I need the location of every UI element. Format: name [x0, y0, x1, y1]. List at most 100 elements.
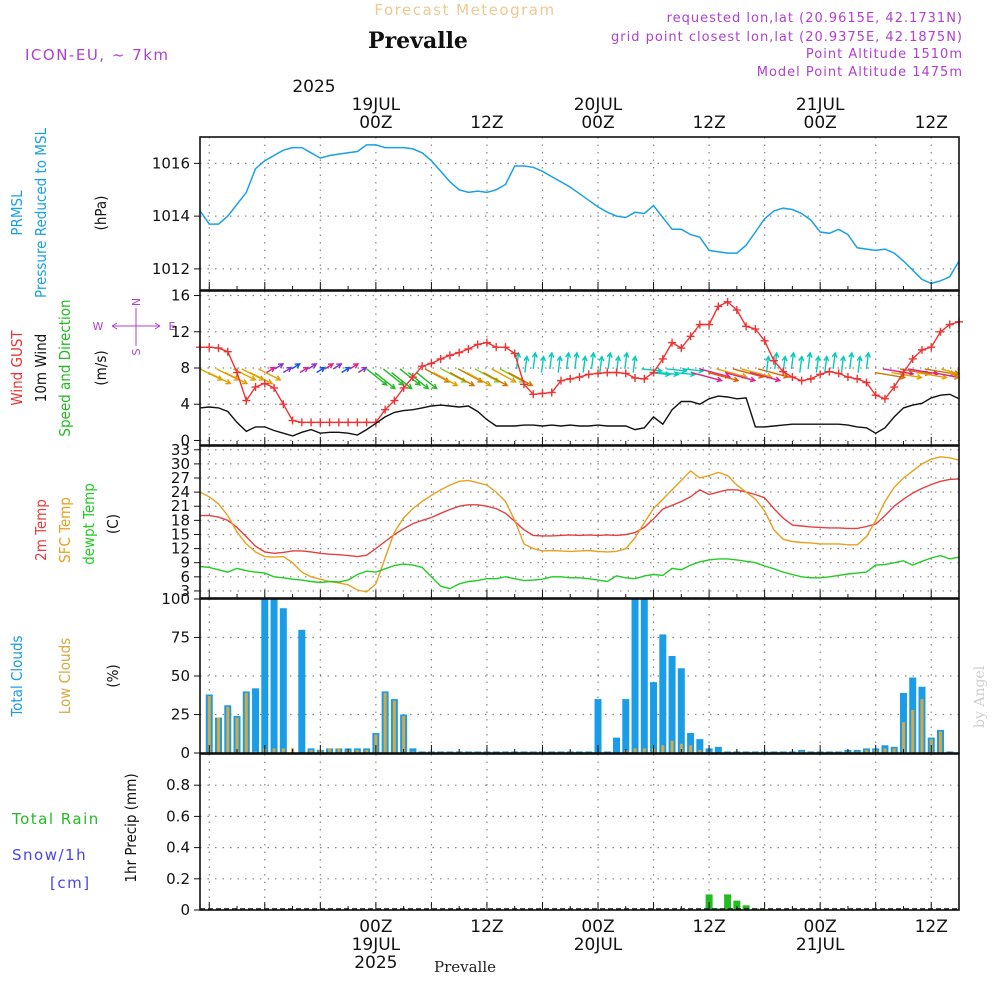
wind-label-10m: 10m Wind [32, 334, 50, 403]
gust-marker [945, 320, 954, 329]
time-label-bottom: 2025 [354, 953, 397, 973]
y-tick-label: 18 [171, 511, 190, 529]
low-cloud-bar [402, 716, 406, 753]
gust-marker [649, 368, 658, 377]
wind-direction-arrow [274, 363, 284, 370]
gust-marker [566, 374, 575, 383]
panel-frame [199, 136, 960, 291]
wind-direction-arrow [599, 356, 603, 373]
gust-marker [853, 374, 862, 383]
y-tick-label: 4 [180, 395, 190, 413]
wind-arrow-head [856, 355, 863, 362]
gust-marker [260, 379, 269, 388]
total-cloud-bar [696, 739, 704, 753]
low-cloud-bar [235, 717, 239, 753]
rain-bar [733, 900, 741, 910]
gust-marker [362, 418, 371, 427]
wind-arrow-head [294, 363, 301, 369]
wind-direction-arrow [565, 352, 570, 369]
wind-arrow-head [431, 383, 438, 390]
wind-arrow-head [916, 373, 923, 380]
wind-arrow-head [606, 351, 613, 358]
wind-direction-arrow [266, 366, 276, 374]
gust-marker [233, 368, 242, 377]
wind-arrow-head [615, 355, 622, 362]
gust-marker [917, 345, 926, 354]
wind-direction-arrow [324, 363, 334, 370]
wind-arrow-head [352, 363, 360, 369]
total-cloud-bar [279, 608, 287, 753]
requested-coords: requested lon,lat (20.9615E, 42.1731N) [667, 11, 963, 26]
temp-unit: (C) [104, 514, 122, 534]
wind-direction-arrow [658, 371, 679, 376]
gust-marker [612, 368, 621, 377]
time-label-bottom: 12Z [915, 917, 948, 937]
compass-s: S [130, 348, 143, 355]
low-cloud-bar [642, 748, 646, 753]
gust-marker [288, 416, 297, 425]
wind-arrow-head [241, 379, 249, 385]
wind-arrow-head [831, 351, 838, 358]
gust-marker [677, 344, 686, 353]
low-cloud-bar [938, 731, 942, 753]
y-tick-label: 0.6 [166, 807, 190, 825]
total-cloud-bar [409, 748, 417, 753]
y-tick-label: 0.4 [166, 839, 190, 857]
wind-arrow-head [510, 377, 517, 383]
wind-direction-arrow [507, 371, 533, 387]
wind-arrow-head [814, 355, 821, 362]
gust-marker [890, 383, 899, 392]
time-label-top: 20JUL [574, 95, 623, 115]
low-cloud-bar [272, 748, 276, 753]
gust-marker [880, 394, 889, 403]
time-label-bottom: 20JUL [574, 935, 623, 955]
total-cloud-bar [798, 749, 806, 753]
low-cloud-bar [217, 717, 221, 753]
time-label-top: 00Z [359, 113, 392, 133]
gust-marker [556, 376, 565, 385]
wind-direction-arrow [941, 368, 960, 375]
compass-cross [111, 308, 161, 346]
wind-arrow-head [783, 372, 790, 379]
time-label-top: 19JUL [352, 95, 401, 115]
y-tick-label: 0.8 [166, 776, 190, 794]
wind-arrow-head [311, 363, 318, 369]
wind-direction-arrow [249, 371, 273, 385]
wind-arrow-head [839, 355, 846, 362]
wind-arrow-head [774, 376, 782, 383]
pressure-label-1: PRMSL [8, 190, 26, 236]
wind-direction-arrow [491, 368, 516, 383]
wind-direction-arrow [474, 368, 500, 383]
low-cloud-bar [244, 692, 248, 753]
low-cloud-bar [392, 700, 396, 753]
wind-arrow-head [941, 373, 948, 380]
wind-direction-arrow [674, 371, 695, 376]
wind-arrow-head [798, 355, 805, 362]
gust-marker [316, 418, 325, 427]
gust-marker [344, 418, 353, 427]
wind-direction-arrow [707, 371, 739, 382]
wind-arrow-head [789, 351, 796, 358]
wind-direction-arrow [349, 363, 359, 370]
wind-direction-arrow [832, 352, 836, 369]
gust-marker [205, 343, 214, 352]
wind-arrow-head [806, 351, 813, 358]
cloud-unit: (%) [104, 664, 122, 687]
wind-arrow-head [502, 380, 509, 387]
low-cloud-bar [374, 734, 378, 753]
panel-frame [199, 445, 960, 599]
total-cloud-bar [640, 599, 648, 753]
wind-arrow-head [631, 355, 638, 362]
subtitle: Forecast Meteogram [374, 1, 555, 19]
gust-marker [871, 391, 880, 400]
total-cloud-bar [659, 634, 667, 753]
wind-arrow-head [485, 380, 492, 387]
wind-direction-arrow [799, 356, 803, 373]
total-cloud-bar [298, 629, 306, 753]
wind-direction-arrow [307, 363, 317, 370]
wind-arrow-head [527, 380, 534, 387]
gust-marker [769, 356, 778, 365]
wind-direction-arrow [916, 371, 947, 379]
wind-direction-arrow [641, 368, 662, 372]
